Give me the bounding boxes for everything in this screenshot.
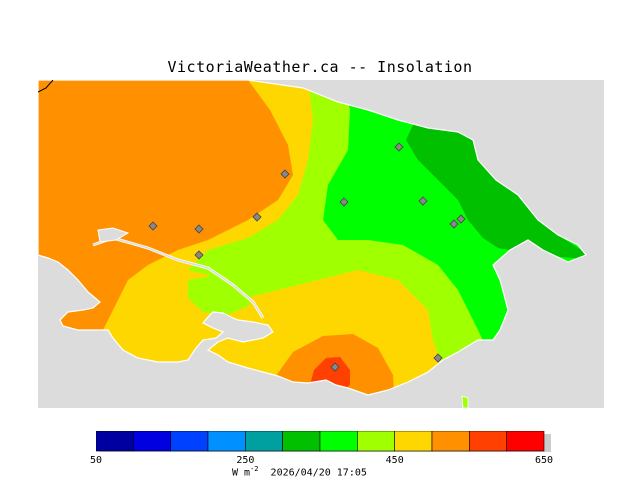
station-marker[interactable] [194, 224, 204, 234]
map-title: VictoriaWeather.ca -- Insolation [167, 58, 473, 76]
bay-shape [97, 227, 130, 243]
legend-bin-500-550 [431, 430, 470, 452]
insolation-map [38, 80, 604, 408]
inlet-channel-fill [92, 237, 264, 319]
unit-label: W m [232, 467, 251, 479]
station-marker[interactable] [148, 221, 158, 231]
station-marker[interactable] [280, 169, 290, 179]
station-marker[interactable] [252, 212, 262, 222]
legend-bin-250-300 [245, 430, 283, 452]
station-marker[interactable] [394, 142, 404, 152]
station-marker[interactable] [339, 197, 349, 207]
units-and-timestamp: W m-2 2026/04/20 17:05 [232, 465, 367, 478]
legend-bin-100-150 [133, 430, 171, 452]
legend-bin-350-400 [319, 430, 358, 452]
station-marker[interactable] [456, 214, 466, 224]
legend-bin-400-450 [357, 430, 395, 452]
legend-bin-550-600 [469, 430, 507, 452]
legend-tick-label: 650 [535, 455, 554, 466]
legend-tick-label: 450 [385, 455, 404, 466]
legend-bin-450-500 [394, 430, 433, 452]
station-marker[interactable] [418, 196, 428, 206]
legend-bin-600-650 [506, 430, 545, 452]
legend-bin-300-350 [282, 430, 321, 452]
contour-500-550-west [38, 80, 293, 340]
station-marker[interactable] [330, 362, 340, 372]
station-marker[interactable] [449, 219, 459, 229]
legend-bin-150-200 [170, 430, 209, 452]
legend-tick-label: 250 [236, 455, 255, 466]
station-markers [148, 142, 466, 372]
coastline [38, 80, 587, 396]
legend-bin-50-100 [95, 430, 134, 452]
unit-exponent: -2 [250, 465, 259, 473]
timestamp: 2026/04/20 17:05 [270, 467, 367, 479]
contour-300-350 [406, 125, 586, 260]
southern-islet [461, 395, 469, 408]
station-marker[interactable] [194, 250, 204, 260]
station-marker[interactable] [433, 353, 443, 363]
legend-bin-200-250 [207, 430, 246, 452]
northwest-corner-land [38, 80, 54, 93]
color-scale-legend [95, 430, 554, 457]
legend-tick-label: 50 [90, 455, 103, 466]
